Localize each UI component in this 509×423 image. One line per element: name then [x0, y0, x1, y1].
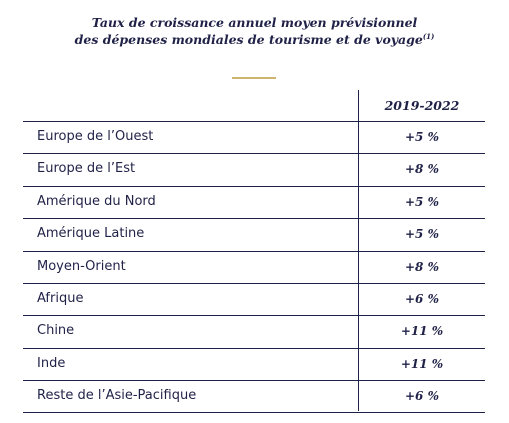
table-row: Afrique +6 %: [23, 282, 485, 315]
region-label: Amérique du Nord: [37, 193, 156, 209]
title-line-1: Taux de croissance annuel moyen prévisio…: [91, 15, 418, 30]
region-label: Europe de l’Ouest: [37, 129, 154, 144]
region-label: Inde: [37, 355, 66, 371]
table-row: Amérique du Nord +5 %: [23, 185, 485, 218]
region-label: Moyen-Orient: [37, 258, 126, 274]
growth-value: +8 %: [405, 162, 439, 177]
growth-value: +11 %: [400, 324, 444, 339]
growth-value: +11 %: [400, 356, 444, 371]
table-row: Reste de l’Asie-Pacifique +6 %: [23, 380, 485, 413]
growth-table: Europe de l’Ouest +5 % Europe de l’Est +…: [23, 121, 485, 413]
region-label: Europe de l’Est: [37, 161, 136, 177]
document-title: Taux de croissance annuel moyen prévisio…: [0, 14, 509, 48]
table-row: Amérique Latine +5 %: [23, 218, 485, 250]
table-row: Europe de l’Ouest +5 %: [23, 121, 485, 153]
growth-value: +5 %: [405, 130, 439, 144]
column-header-period: 2019-2022: [384, 98, 460, 113]
growth-value: +6 %: [405, 389, 439, 404]
growth-value: +5 %: [405, 194, 439, 209]
table-row: Europe de l’Est +8 %: [23, 153, 485, 185]
growth-value: +6 %: [405, 291, 439, 306]
title-line-2-text: des dépenses mondiales de tourisme et de…: [74, 32, 423, 47]
table-row: Inde +11 %: [23, 347, 485, 380]
region-label: Afrique: [37, 290, 84, 306]
title-line-2: des dépenses mondiales de tourisme et de…: [0, 31, 509, 48]
table-row: Moyen-Orient +8 %: [23, 250, 485, 283]
column-divider: [358, 90, 359, 411]
region-label: Chine: [37, 323, 75, 339]
growth-value: +5 %: [405, 227, 439, 242]
table-row: Chine +11 %: [23, 315, 485, 347]
decorative-divider: [232, 77, 276, 79]
region-label: Amérique Latine: [37, 226, 145, 242]
growth-value: +8 %: [405, 259, 439, 274]
region-label: Reste de l’Asie-Pacifique: [37, 388, 197, 404]
footnote-marker: (1): [422, 31, 435, 41]
